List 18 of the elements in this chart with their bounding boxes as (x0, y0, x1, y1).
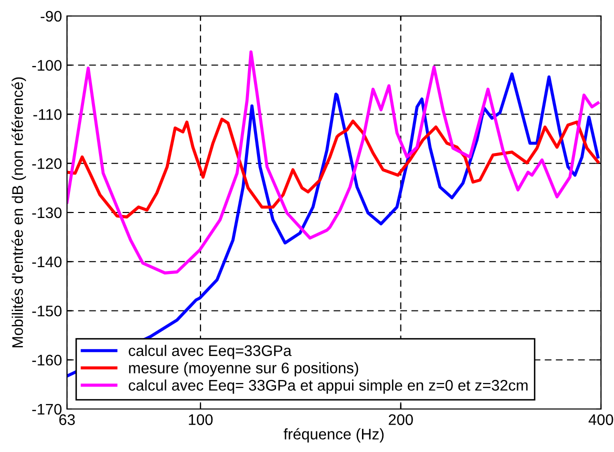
y-tick-label: -140 (32, 256, 62, 268)
y-tick-label: -120 (32, 158, 62, 170)
x-tick-label: 400 (588, 414, 614, 426)
y-tick-label: -130 (32, 207, 62, 218)
legend-label: calcul avec Eeq=33GPa (128, 344, 292, 360)
legend-label: calcul avec Eeq= 33GPa et appui simple en z=0 et z=32cm (128, 379, 528, 394)
y-tick-label: -150 (32, 306, 62, 316)
x-axis-title: fréquence (Hz) (284, 428, 384, 443)
x-tick-label: 200 (388, 414, 413, 426)
y-tick-label: -100 (32, 60, 62, 71)
y-tick-label: -160 (32, 354, 62, 366)
x-tick-label: 100 (188, 414, 213, 426)
y-tick-label: -110 (33, 109, 62, 120)
y-tick-label: -90 (40, 10, 62, 22)
legend-label: mesure (moyenne sur 6 positions) (129, 362, 358, 376)
y-axis-title: Mobilités d'entrée en dB (non référencé) (12, 77, 26, 348)
x-tick-label: 63 (59, 414, 75, 426)
y-tick-label: -170 (32, 404, 62, 415)
